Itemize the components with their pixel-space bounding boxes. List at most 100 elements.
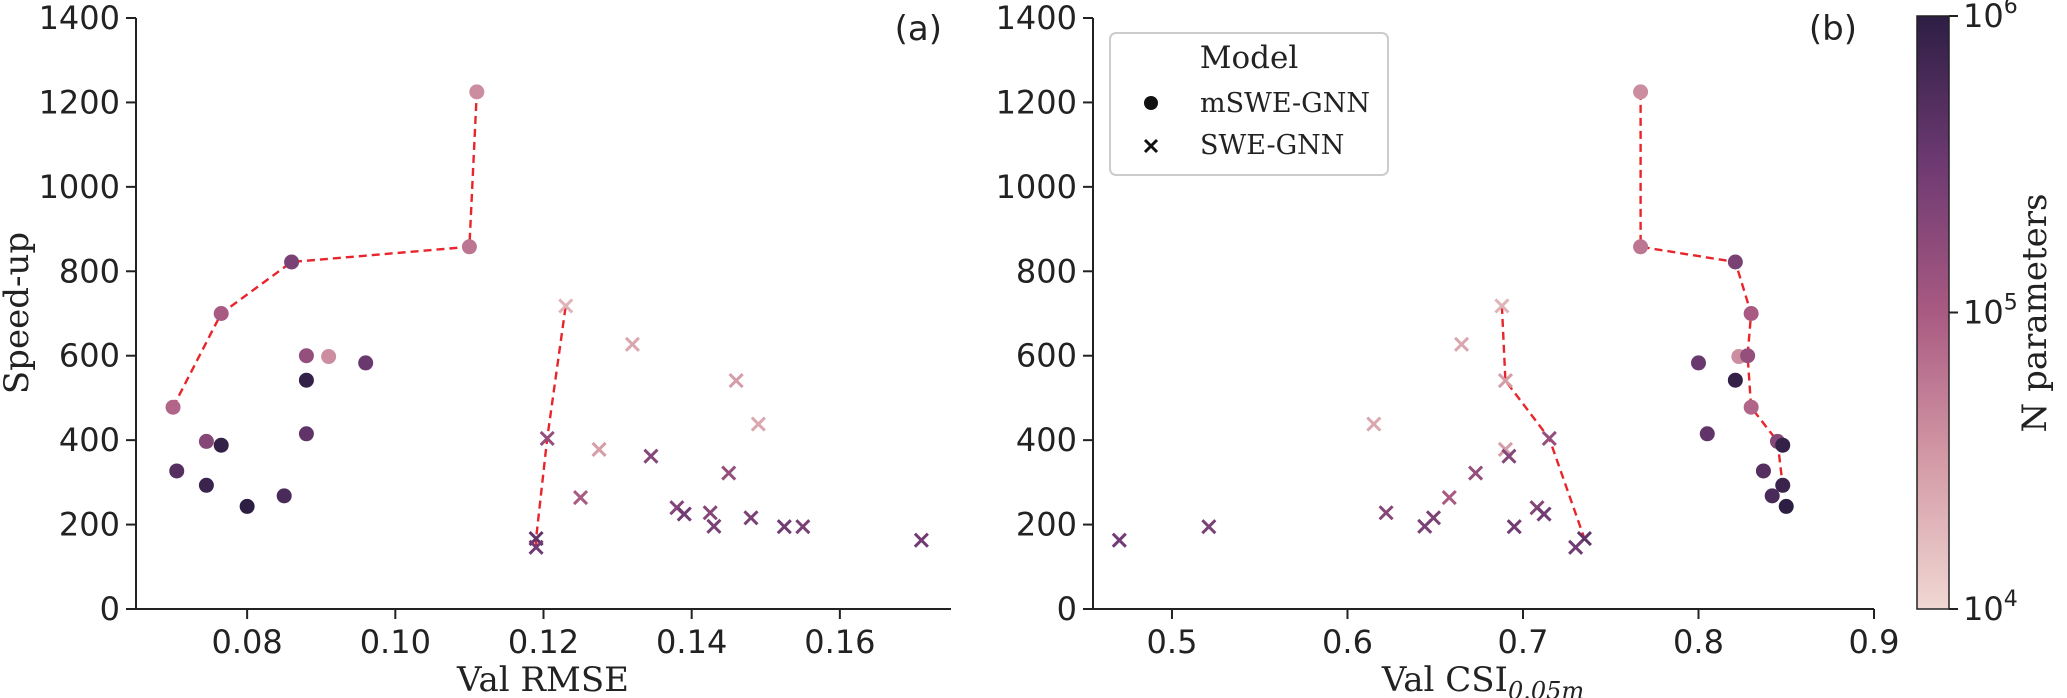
mswe-gnn-point <box>298 426 314 442</box>
swe-gnn-point <box>743 510 759 526</box>
pareto-front-line <box>1639 91 1784 486</box>
colorbar-tick-label: 106 <box>1963 0 2018 35</box>
swe-gnn-point <box>643 448 659 464</box>
swe-gnn-point <box>1378 505 1394 521</box>
panel-label-b: (b) <box>1809 9 1857 49</box>
mswe-gnn-point <box>1743 306 1759 321</box>
mswe-gnn-point <box>321 349 337 365</box>
swe-gnn-point <box>913 532 929 548</box>
mswe-gnn-point <box>1727 372 1743 388</box>
x-axis-label-b-main: Val CSI <box>1381 660 1508 698</box>
y-ticks-b: 0 200 400 600 800 1000 1200 1400 <box>996 0 1093 628</box>
y-tick-label: 1400 <box>996 0 1077 37</box>
swe-gnn-point <box>624 336 640 352</box>
mswe-gnn-point <box>1633 84 1649 100</box>
mswe-gnn-point <box>1775 437 1791 453</box>
x-ticks-b: 0.5 0.6 0.7 0.8 0.9 <box>1147 609 1900 661</box>
y-tick-label: 400 <box>1016 421 1077 459</box>
swe-gnn-point <box>1494 298 1510 314</box>
mswe-gnn-point <box>1740 348 1756 364</box>
swe-gnn-point <box>706 518 722 534</box>
swe-gnn-point <box>591 441 607 457</box>
swe-gnn-point <box>728 373 744 389</box>
colorbar: 104 105 106 N parameters <box>1916 0 2055 628</box>
mswe-gnn-point <box>198 477 214 493</box>
mswe-gnn-point <box>1743 399 1759 415</box>
y-tick-label: 600 <box>59 337 120 375</box>
x-tick-label: 0.16 <box>804 623 875 661</box>
colorbar-tick-label: 105 <box>1963 291 2018 332</box>
swe-gnn-point <box>1453 336 1470 352</box>
y-tick-label: 1000 <box>996 168 1077 206</box>
y-tick-label: 800 <box>59 252 120 290</box>
points-a <box>165 84 929 555</box>
mswe-gnn-point <box>1727 254 1743 270</box>
swe-gnn-point <box>676 506 692 522</box>
mswe-gnn-point <box>469 84 485 100</box>
y-tick-label: 0 <box>100 590 120 628</box>
swe-gnn-point <box>721 465 737 481</box>
y-tick-label: 400 <box>59 421 120 459</box>
x-tick-label: 0.14 <box>656 623 727 661</box>
pareto-fronts-b <box>1500 91 1784 539</box>
mswe-gnn-point <box>276 488 292 504</box>
x-tick-label: 0.6 <box>1322 623 1373 661</box>
y-tick-label: 1000 <box>39 168 120 206</box>
swe-gnn-point <box>1497 373 1514 389</box>
x-axis-label-b-sub: 0.05m <box>1508 677 1584 698</box>
pareto-front-line <box>171 91 478 408</box>
swe-gnn-point <box>1111 532 1127 548</box>
swe-gnn-point <box>558 298 574 314</box>
x-tick-label: 0.12 <box>508 623 579 661</box>
y-tick-label: 600 <box>1016 337 1077 375</box>
x-tick-label: 0.08 <box>212 623 283 661</box>
y-tick-label: 1200 <box>996 83 1077 121</box>
pareto-front-line <box>1500 305 1586 539</box>
swe-gnn-point <box>776 519 792 535</box>
colorbar-ticks: 104 105 106 <box>1949 0 2018 628</box>
y-tick-label: 1400 <box>39 0 120 37</box>
mswe-gnn-point <box>239 498 255 514</box>
colorbar-tick-label: 104 <box>1963 587 2018 628</box>
mswe-gnn-point <box>1690 355 1706 371</box>
swe-gnn-point <box>1417 518 1433 534</box>
legend-x-marker <box>1143 138 1159 154</box>
swe-gnn-point <box>1366 416 1382 432</box>
y-tick-label: 1200 <box>39 83 120 121</box>
colorbar-gradient <box>1916 15 1950 610</box>
x-axis-label-a: Val RMSE <box>456 660 629 698</box>
y-ticks-a: 0 200 400 600 800 1000 1200 1400 <box>39 0 136 628</box>
panel-label-a: (a) <box>895 9 942 49</box>
swe-gnn-point <box>795 519 811 535</box>
mswe-gnn-point <box>1699 426 1715 442</box>
pareto-front-line <box>534 305 567 548</box>
legend-circle-marker <box>1144 96 1158 110</box>
points-b <box>1111 84 1794 555</box>
x-tick-label: 0.9 <box>1849 623 1900 661</box>
mswe-gnn-point <box>165 399 181 415</box>
swe-gnn-point <box>539 430 555 447</box>
legend-label-swe: SWE-GNN <box>1200 130 1344 161</box>
mswe-gnn-point <box>284 254 300 270</box>
swe-gnn-point <box>750 416 766 432</box>
mswe-gnn-point <box>298 372 314 388</box>
colorbar-label: N parameters <box>2015 194 2055 433</box>
panel-b: 0.5 0.6 0.7 0.8 0.9 0 200 400 600 800 1000 1200 140… <box>996 0 1900 698</box>
x-ticks-a: 0.08 0.10 0.12 0.14 0.16 <box>212 609 875 661</box>
x-axis-label-b: Val CSI0.05m <box>1381 660 1584 698</box>
swe-gnn-point <box>1541 430 1557 447</box>
swe-gnn-point <box>572 489 589 506</box>
swe-gnn-point <box>1536 506 1552 522</box>
mswe-gnn-point <box>1764 488 1780 504</box>
legend-label-mswe: mSWE-GNN <box>1200 88 1370 119</box>
x-tick-label: 0.7 <box>1498 623 1549 661</box>
x-tick-label: 0.10 <box>360 623 431 661</box>
mswe-gnn-point <box>213 306 229 321</box>
swe-gnn-point <box>528 539 544 555</box>
swe-gnn-point <box>1201 519 1217 535</box>
mswe-gnn-point <box>298 348 314 364</box>
y-tick-label: 800 <box>1016 252 1077 290</box>
swe-gnn-point <box>1506 519 1522 535</box>
legend: Model mSWE-GNN SWE-GNN <box>1109 32 1389 176</box>
